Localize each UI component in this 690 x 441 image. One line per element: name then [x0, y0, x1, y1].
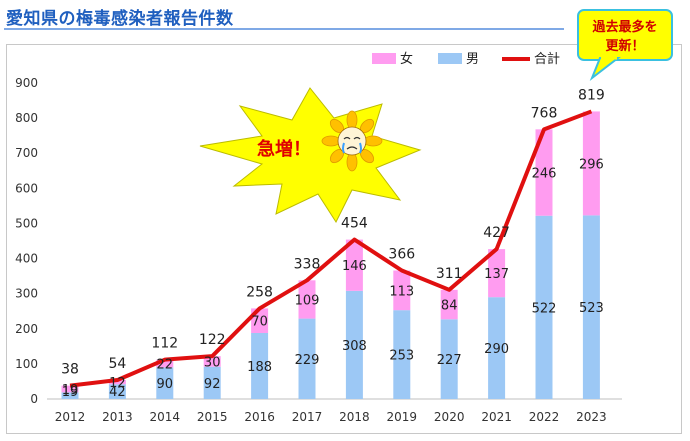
y-tick-label: 100: [15, 357, 38, 371]
bar-female-2022: [535, 129, 553, 216]
female-value-label: 137: [484, 267, 509, 282]
bar-female-2012: [61, 385, 79, 393]
y-tick-label: 900: [15, 76, 38, 90]
female-value-label: 19: [62, 383, 79, 398]
x-tick-label: 2013: [102, 410, 133, 424]
male-value-label: 290: [484, 342, 509, 357]
legend-swatch-male: [438, 53, 462, 64]
bar-female-2013: [108, 380, 126, 385]
y-tick-label: 600: [15, 181, 38, 195]
x-tick-label: 2018: [339, 410, 370, 424]
x-tick-label: 2016: [244, 410, 275, 424]
crying-sunflower-icon: [321, 110, 383, 172]
total-value-label: 768: [531, 105, 558, 121]
title-underline: [4, 28, 564, 30]
bar-female-2020: [440, 289, 458, 320]
bar-male-2018: [345, 290, 363, 399]
x-tick-label: 2017: [292, 410, 323, 424]
y-tick-label: 800: [15, 111, 38, 125]
male-value-label: 253: [389, 349, 414, 364]
bar-female-2023: [582, 111, 600, 216]
total-value-label: 112: [151, 336, 178, 352]
total-value-label: 454: [341, 216, 368, 232]
male-value-label: 308: [342, 339, 367, 354]
male-value-label: 229: [295, 353, 320, 368]
female-value-label: 12: [109, 376, 126, 391]
y-tick-label: 400: [15, 252, 38, 266]
male-value-label: 19: [62, 385, 79, 400]
female-value-label: 146: [342, 259, 367, 274]
bar-female-2017: [298, 280, 316, 319]
male-value-label: 42: [109, 385, 126, 400]
total-value-label: 54: [108, 356, 126, 372]
x-tick-label: 2023: [576, 410, 607, 424]
legend-label-male: 男: [466, 52, 479, 67]
callout-line1: 過去最多を: [591, 19, 657, 35]
bar-female-2019: [393, 270, 411, 311]
bar-male-2023: [582, 215, 600, 399]
bar-male-2017: [298, 318, 316, 399]
total-value-label: 338: [294, 256, 321, 272]
plot-area: 0 100 200 300 400 500 600 700 800 900 2012 2013 2014…: [15, 51, 622, 424]
bar-female-2014: [156, 359, 174, 368]
bar-male-2012: [61, 392, 79, 399]
bar-male-2019: [393, 310, 411, 399]
total-value-label: 311: [436, 266, 463, 282]
male-value-label: 90: [157, 377, 174, 392]
total-value-label: 819: [578, 87, 605, 103]
legend-label-female: 女: [400, 51, 413, 67]
female-value-label: 109: [295, 293, 320, 308]
y-tick-label: 700: [15, 146, 38, 160]
bar-female-2018: [345, 239, 363, 291]
x-tick-label: 2012: [55, 410, 86, 424]
y-tick-label: 0: [30, 392, 38, 406]
y-tick-label: 500: [15, 216, 38, 230]
total-value-label: 366: [388, 246, 415, 262]
female-value-label: 113: [389, 284, 414, 299]
female-value-label: 296: [579, 157, 604, 172]
bar-male-2013: [108, 384, 126, 399]
y-tick-label: 200: [15, 322, 38, 336]
bar-male-2016: [251, 332, 269, 399]
bar-male-2014: [156, 367, 174, 399]
female-value-label: 30: [204, 355, 221, 370]
total-line: [69, 109, 593, 388]
bar-male-2015: [203, 366, 221, 399]
male-value-label: 92: [204, 377, 221, 392]
bar-female-2021: [488, 249, 506, 298]
female-value-label: 22: [157, 358, 174, 373]
x-tick-label: 2015: [197, 410, 228, 424]
x-tick-label: 2021: [481, 410, 512, 424]
male-value-label: 522: [532, 301, 557, 316]
total-value-label: 38: [61, 362, 79, 378]
x-tick-label: 2020: [434, 410, 465, 424]
total-value-label: 258: [246, 284, 273, 300]
bar-male-2020: [440, 319, 458, 399]
bar-male-2021: [488, 297, 506, 399]
male-value-label: 188: [247, 360, 272, 375]
legend-label-total: 合計: [534, 51, 560, 67]
callout-line2: 更新！: [605, 38, 644, 54]
chart-frame: [6, 44, 682, 434]
male-value-label: 227: [437, 353, 462, 368]
bar-male-2022: [535, 215, 553, 399]
total-value-label: 122: [199, 332, 226, 348]
legend-swatch-female: [372, 53, 396, 64]
female-value-label: 246: [532, 167, 557, 182]
female-value-label: 70: [251, 315, 268, 330]
male-value-label: 523: [579, 301, 604, 316]
burst-text: 急増！: [257, 138, 311, 160]
x-tick-label: 2014: [150, 410, 181, 424]
bar-female-2015: [203, 356, 221, 367]
record-callout: 過去最多を 更新！: [577, 9, 673, 82]
total-value-label: 427: [483, 225, 510, 241]
chart-title: 愛知県の梅毒感染者報告件数: [6, 9, 234, 29]
female-value-label: 84: [441, 299, 458, 314]
x-tick-label: 2022: [529, 410, 560, 424]
y-tick-label: 300: [15, 287, 38, 301]
x-tick-label: 2019: [387, 410, 418, 424]
